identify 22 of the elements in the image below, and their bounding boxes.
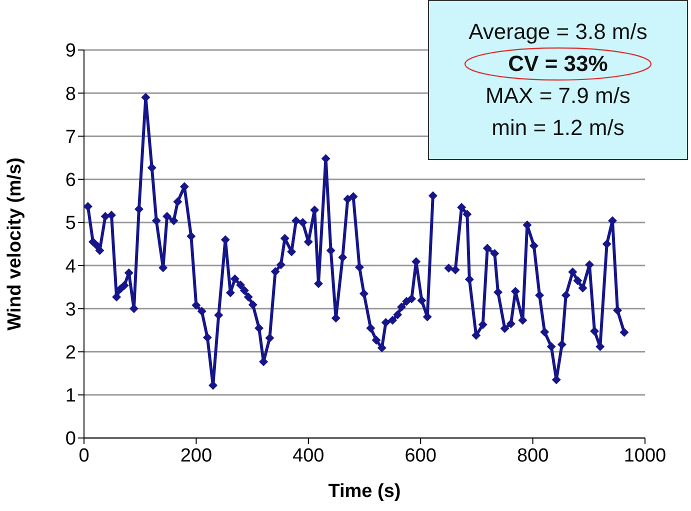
y-tick-label: 1 <box>65 386 76 407</box>
y-tick-label: 8 <box>65 84 76 105</box>
y-tick-label: 0 <box>65 428 76 450</box>
y-tick-label: 2 <box>65 342 76 364</box>
x-axis-title: Time (s) <box>328 481 401 502</box>
x-tick-label: 800 <box>516 445 549 466</box>
annotation: CV = 33% <box>508 51 608 76</box>
y-axis-title: Wind velocity (m/s) <box>4 158 26 330</box>
x-tick-label: 200 <box>180 445 212 466</box>
annotation: MAX = 7.9 m/s <box>486 83 630 108</box>
x-tick-label: 1000 <box>624 445 666 466</box>
x-tick-label: 0 <box>78 445 90 466</box>
y-tick-label: 9 <box>65 40 76 62</box>
x-tick-label: 400 <box>292 445 324 466</box>
x-tick-label: 600 <box>404 445 436 466</box>
y-tick-label: 4 <box>65 256 76 278</box>
y-tick-label: 7 <box>65 126 76 148</box>
text-box: Average = 3.8 m/s CV = 33% MAX = 7.9 m/s min = 1.2 m/s <box>428 0 688 160</box>
annotation: min = 1.2 m/s <box>492 115 624 140</box>
y-tick-label: 6 <box>65 170 76 192</box>
y-tick-label: 3 <box>65 299 76 320</box>
y-tick-label: 5 <box>65 213 76 234</box>
